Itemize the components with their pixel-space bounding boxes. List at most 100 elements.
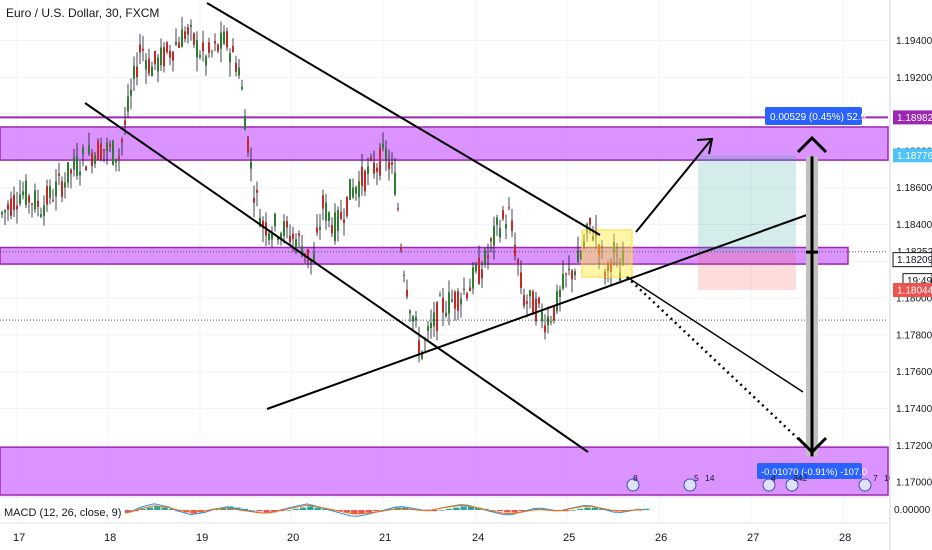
economic-event-flag-icon <box>785 478 799 492</box>
candle-down <box>511 220 513 231</box>
candle-up <box>250 161 252 169</box>
chart-title: Euro / U.S. Dollar, 30, FXCM <box>6 6 160 20</box>
candle-down <box>442 297 444 313</box>
candle-down <box>163 47 165 67</box>
economic-event-flag-icon <box>683 478 697 492</box>
candle-up <box>427 326 429 331</box>
candle-up <box>67 162 69 183</box>
candle-down <box>466 293 468 299</box>
candle-up <box>568 268 570 271</box>
candle-down <box>361 166 363 186</box>
candle-up <box>409 310 411 314</box>
macd-bar <box>540 508 547 510</box>
candle-down <box>454 291 456 309</box>
projected-channel-line <box>626 276 804 393</box>
candle-up <box>475 265 477 272</box>
macd-bar <box>270 510 278 513</box>
candle-up <box>367 166 369 174</box>
measure-arrow-up <box>796 135 828 154</box>
candle-up <box>133 65 135 79</box>
candle-up <box>547 316 549 326</box>
candle-down <box>118 156 120 159</box>
candle-down <box>364 171 366 192</box>
candle-down <box>463 288 465 290</box>
candle-down <box>481 269 483 279</box>
macd-bar <box>518 510 526 512</box>
candle-up <box>325 202 327 221</box>
time-tick-label: 26 <box>655 532 667 544</box>
macd-indicator-label[interactable]: MACD (12, 26, close, 9) <box>4 507 122 519</box>
candle-down <box>406 289 408 297</box>
candle-down <box>517 259 519 265</box>
candle-up <box>484 250 486 265</box>
macd-bar <box>584 507 591 510</box>
channel-lower-line <box>84 102 589 453</box>
economic-event-count: 4 <box>771 473 776 483</box>
price-tick-label: 1.17600 <box>896 367 932 378</box>
macd-bar <box>300 507 307 510</box>
candle-down <box>142 48 144 51</box>
candle-up <box>130 89 132 96</box>
candle-up <box>358 181 360 198</box>
candle-up <box>451 299 453 302</box>
economic-event-count: 8 <box>633 473 638 483</box>
position-stop-area <box>698 252 796 291</box>
time-tick-label: 18 <box>104 532 116 544</box>
candle-down <box>526 301 528 304</box>
candle-up <box>505 224 507 229</box>
supply-demand-zone <box>0 446 889 496</box>
macd-bar <box>241 508 248 510</box>
price-tick-label: 1.17200 <box>896 441 932 452</box>
macd-bar <box>577 508 584 510</box>
candle-down <box>370 157 372 160</box>
candle-up <box>337 210 339 231</box>
candle-down <box>61 181 63 197</box>
candle-up <box>385 148 387 160</box>
candle-down <box>601 245 603 248</box>
candle-down <box>397 208 399 210</box>
candle-up <box>493 225 495 246</box>
candle-up <box>541 311 543 322</box>
bullish-arrow-line <box>635 139 712 233</box>
candle-down <box>7 204 9 210</box>
candle-down <box>52 199 54 201</box>
candle-up <box>271 233 273 240</box>
price-label-bg <box>893 110 932 125</box>
candle-up <box>238 67 240 76</box>
candle-up <box>145 59 147 70</box>
candle-down <box>604 271 606 279</box>
candle-up <box>613 242 615 253</box>
candle-up <box>592 236 594 240</box>
candle-down <box>589 217 591 225</box>
candle-down <box>379 147 381 176</box>
candle-up <box>49 186 51 198</box>
candle-down <box>16 205 18 210</box>
macd-bar <box>445 508 453 510</box>
candles <box>1 16 624 363</box>
time-tick-label: 21 <box>379 532 391 544</box>
candle-up <box>577 250 579 263</box>
macd-bar <box>314 507 321 510</box>
price-label: 1.18044 <box>897 286 932 297</box>
candle-up <box>181 29 183 48</box>
candle-up <box>160 47 162 66</box>
macd-bar <box>489 510 496 511</box>
candle-up <box>334 212 336 242</box>
candle-up <box>115 159 117 163</box>
candle-down <box>307 249 309 262</box>
candle-down <box>172 51 174 61</box>
macd-zero-label: 0.00000 <box>894 505 931 516</box>
candle-down <box>46 186 48 205</box>
candle-up <box>283 221 285 236</box>
candle-down <box>544 325 546 333</box>
candle-down <box>373 162 375 174</box>
candle-up <box>319 227 321 230</box>
candle-down <box>322 195 324 209</box>
candle-up <box>280 233 282 240</box>
macd-bar <box>351 510 358 514</box>
candle-down <box>13 194 15 210</box>
candle-up <box>562 273 564 289</box>
measure-label-bg <box>757 463 862 479</box>
macd-bar <box>168 508 176 510</box>
